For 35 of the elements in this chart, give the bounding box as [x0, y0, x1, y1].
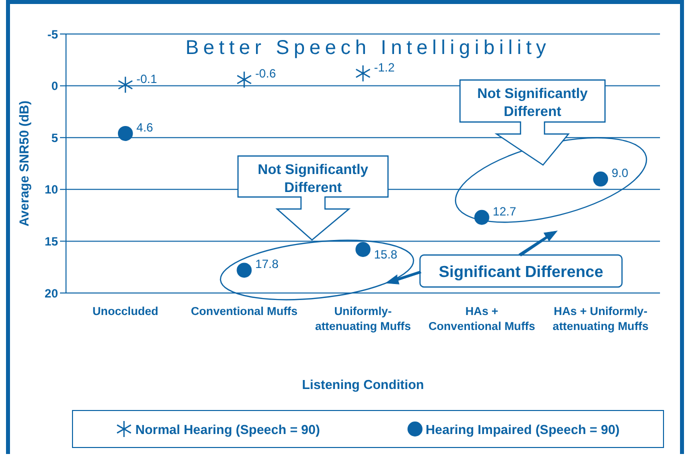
data-label: -0.1	[136, 72, 158, 86]
x-axis-title: Listening Condition	[302, 377, 424, 392]
x-tick-label: Unoccluded	[92, 306, 158, 318]
x-tick-label: HAs + Conventional Muffs	[428, 306, 536, 333]
chart-title: Better Speech Intelligibility	[185, 37, 551, 59]
point	[355, 64, 371, 82]
data-label: -1.2	[374, 60, 396, 74]
y-tick-label: 0	[51, 79, 58, 94]
y-tick-label: 15	[44, 234, 58, 248]
point	[356, 242, 370, 257]
x-tick-label: Conventional Muffs	[190, 306, 298, 318]
point	[118, 126, 133, 141]
y-tick-label: 5	[51, 130, 58, 145]
data-label: 9.0	[612, 166, 629, 180]
point	[593, 172, 608, 187]
y-tick-label: -5	[47, 27, 58, 42]
legend-label: Normal Hearing (Speech = 90)	[135, 422, 320, 436]
x-tick-label: HAs + Uniformly- attenuating Muffs	[552, 306, 649, 333]
data-label: 15.8	[374, 247, 398, 262]
data-label: 4.6	[136, 120, 154, 134]
y-tick-label: 10	[44, 182, 58, 197]
annotation: Not Significantly Different	[477, 85, 588, 119]
point	[236, 70, 252, 88]
y-axis-title: Average SNR50 (dB)	[16, 100, 32, 226]
point	[474, 210, 490, 225]
x-tick-label: Uniformly- attenuating Muffs	[315, 306, 411, 333]
legend-label: Hearing Impaired (Speech = 90)	[426, 422, 620, 436]
data-label: -0.6	[255, 66, 276, 81]
data-label: 12.7	[492, 204, 516, 218]
point	[236, 262, 252, 278]
data-label: 17.8	[255, 257, 279, 272]
y-tick-label: 20	[44, 286, 58, 300]
point	[118, 76, 133, 94]
annotation: Not Significantly Different	[258, 161, 368, 195]
annotation: Significant Difference	[438, 264, 604, 281]
